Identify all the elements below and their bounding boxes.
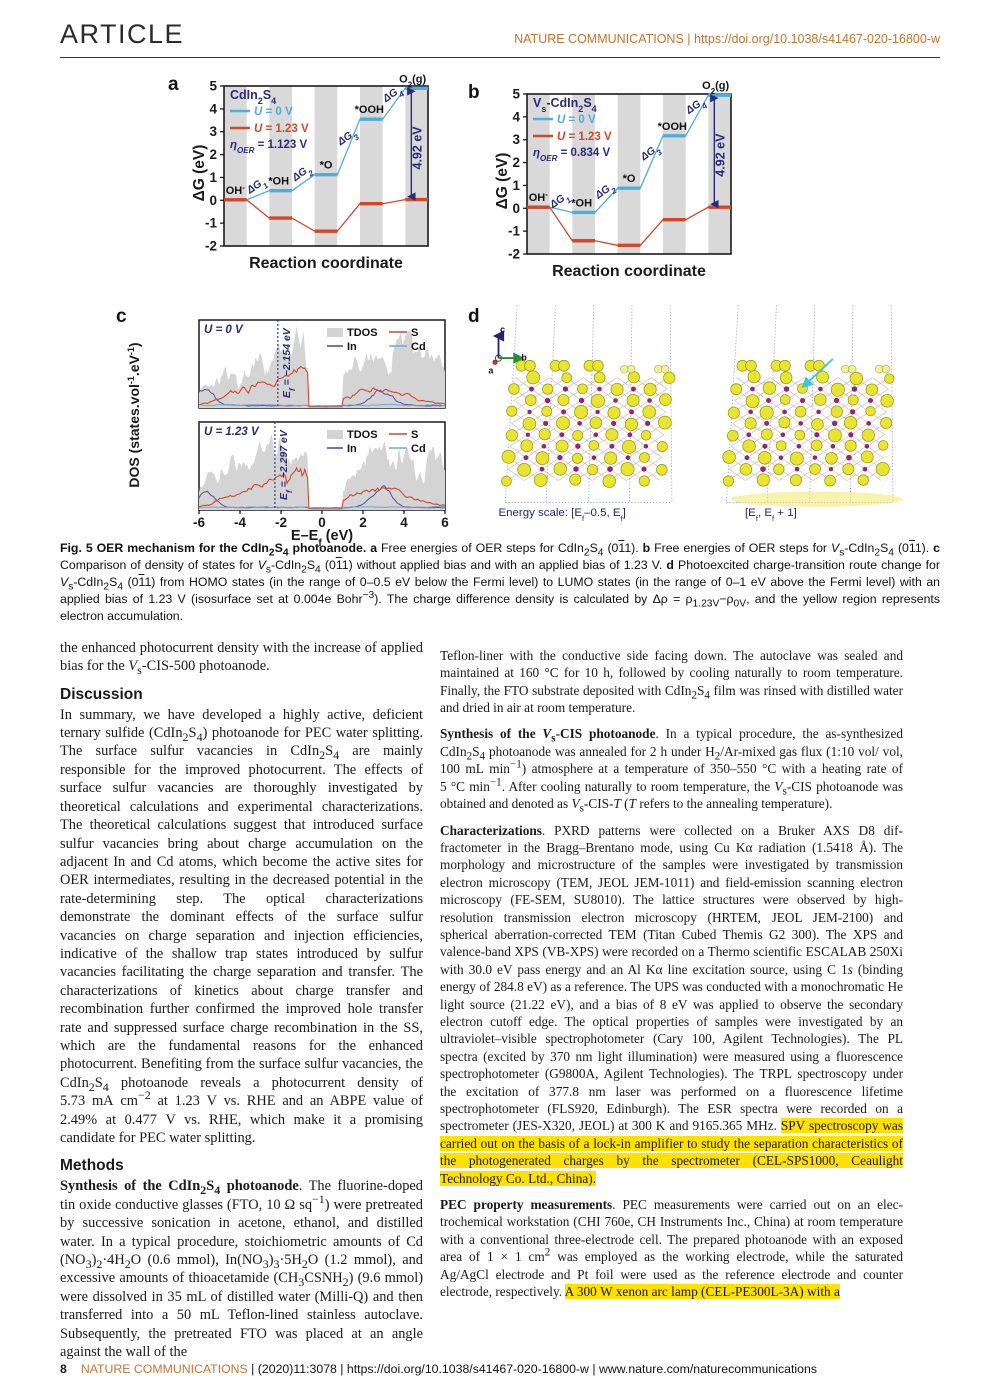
svg-text:-1: -1 bbox=[508, 224, 520, 239]
svg-text:-2: -2 bbox=[508, 247, 520, 262]
svg-text:0: 0 bbox=[209, 193, 217, 208]
svg-text:*OOH: *OOH bbox=[355, 104, 384, 116]
svg-text:6: 6 bbox=[441, 515, 449, 530]
svg-text:U = 0 V: U = 0 V bbox=[557, 114, 596, 126]
svg-text:Cd: Cd bbox=[411, 341, 426, 353]
svg-text:-6: -6 bbox=[193, 515, 205, 530]
svg-text:b: b bbox=[521, 353, 527, 363]
svg-text:-2: -2 bbox=[275, 515, 287, 530]
svg-text:1: 1 bbox=[512, 178, 520, 193]
svg-text:U = 1.23 V: U = 1.23 V bbox=[254, 123, 309, 135]
svg-text:Cd: Cd bbox=[411, 443, 426, 455]
svg-text:5: 5 bbox=[512, 87, 520, 102]
svg-text:[Ef, Ef + 1]: [Ef, Ef + 1] bbox=[745, 507, 797, 523]
svg-text:3: 3 bbox=[512, 132, 520, 147]
svg-text:*OH: *OH bbox=[268, 176, 289, 188]
svg-text:-4: -4 bbox=[234, 515, 246, 530]
svg-text:TDOS: TDOS bbox=[347, 327, 378, 339]
svg-text:*O: *O bbox=[320, 160, 333, 172]
svg-text:4.92 eV: 4.92 eV bbox=[713, 133, 727, 177]
svg-text:Energy scale: [Ef–0.5, Ef]: Energy scale: [Ef–0.5, Ef] bbox=[499, 507, 626, 523]
svg-text:ΔG (eV): ΔG (eV) bbox=[494, 153, 511, 210]
svg-text:2: 2 bbox=[209, 147, 217, 162]
svg-text:a: a bbox=[488, 365, 494, 375]
svg-text:4: 4 bbox=[512, 109, 520, 124]
svg-text:E–Ef (eV): E–Ef (eV) bbox=[291, 528, 353, 549]
svg-text:4: 4 bbox=[400, 515, 408, 530]
svg-text:U = 0 V: U = 0 V bbox=[204, 324, 244, 336]
svg-text:5: 5 bbox=[209, 79, 217, 94]
svg-text:2: 2 bbox=[512, 155, 520, 170]
svg-text:*OOH: *OOH bbox=[658, 121, 687, 133]
svg-text:-2: -2 bbox=[205, 239, 217, 254]
svg-text:ΔG (eV): ΔG (eV) bbox=[191, 145, 208, 202]
svg-text:DOS (states.vol-1.eV-1): DOS (states.vol-1.eV-1) bbox=[126, 342, 142, 487]
svg-text:S: S bbox=[411, 327, 418, 339]
svg-text:4.92 eV: 4.92 eV bbox=[410, 126, 424, 170]
svg-text:0: 0 bbox=[512, 201, 520, 216]
svg-text:1: 1 bbox=[209, 170, 217, 185]
svg-text:U = 1.23 V: U = 1.23 V bbox=[204, 426, 260, 438]
svg-text:In: In bbox=[347, 341, 357, 353]
svg-text:-1: -1 bbox=[205, 216, 217, 231]
svg-text:TDOS: TDOS bbox=[347, 429, 378, 441]
svg-text:U = 0 V: U = 0 V bbox=[254, 106, 293, 118]
svg-text:In: In bbox=[347, 443, 357, 455]
svg-text:*OH: *OH bbox=[571, 197, 592, 209]
svg-text:U = 1.23 V: U = 1.23 V bbox=[557, 131, 612, 143]
svg-text:c: c bbox=[500, 325, 505, 335]
svg-text:3: 3 bbox=[209, 124, 217, 139]
svg-text:4: 4 bbox=[209, 101, 217, 116]
svg-text:2: 2 bbox=[359, 515, 367, 530]
svg-text:Reaction coordinate: Reaction coordinate bbox=[249, 255, 403, 272]
svg-text:Reaction coordinate: Reaction coordinate bbox=[552, 263, 706, 280]
svg-text:S: S bbox=[411, 429, 418, 441]
svg-text:*O: *O bbox=[623, 173, 636, 185]
